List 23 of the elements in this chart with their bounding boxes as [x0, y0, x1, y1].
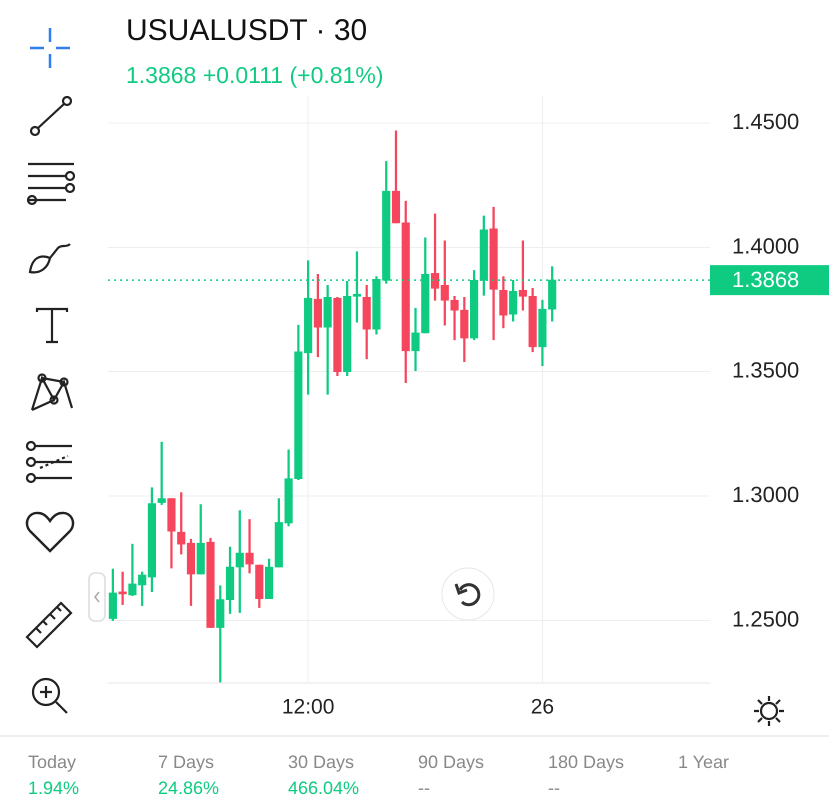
- text: 466.04%: [288, 777, 360, 800]
- x-tick-label: 26: [530, 695, 554, 718]
- candlestick: [118, 572, 127, 605]
- y-tick-label: 1.3000: [732, 482, 800, 508]
- text: 7 Days: [158, 752, 214, 772]
- text: 90 Days: [418, 752, 484, 772]
- chart-title: USUALUSDT · 30: [126, 14, 368, 48]
- text: --: [418, 777, 431, 800]
- y-tick-label: 1.3500: [732, 358, 800, 383]
- y-tick-label: 1.4000: [732, 233, 800, 258]
- ref-line-label: 1.3868: [732, 267, 800, 292]
- text: 1.94%: [28, 777, 80, 800]
- text: 180 Days: [548, 752, 624, 772]
- candlestick: [158, 442, 166, 505]
- x-tick-label: 12:00: [282, 695, 334, 718]
- text: 24.86%: [158, 777, 220, 800]
- chart-subtitle: 1.3868 +0.0111 (+0.81%): [126, 62, 384, 89]
- y-tick-label: 1.2500: [732, 606, 800, 632]
- y-tick-label: 1.4500: [732, 108, 800, 134]
- text: 30 Days: [288, 752, 354, 772]
- text: --: [548, 777, 561, 800]
- text: Today: [28, 752, 76, 772]
- text: 1 Year: [677, 751, 730, 774]
